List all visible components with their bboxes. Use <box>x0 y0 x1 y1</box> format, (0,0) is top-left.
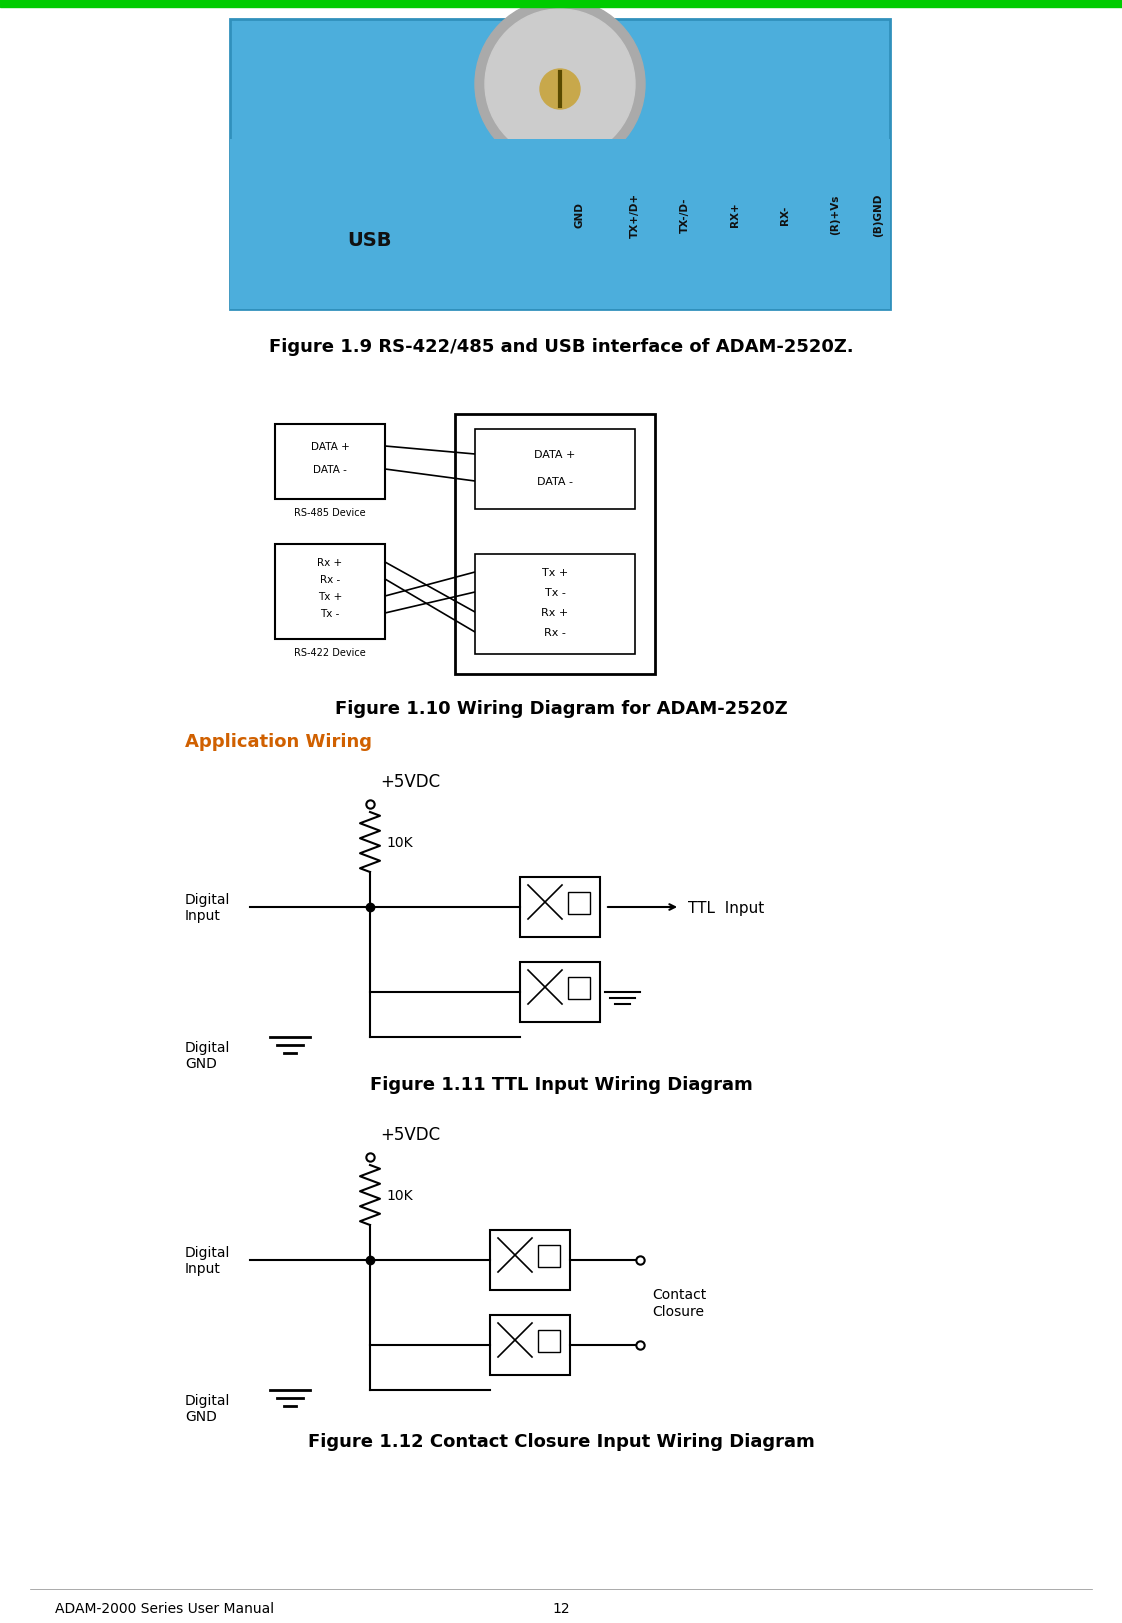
Text: Tx +: Tx + <box>542 568 568 578</box>
Text: DATA +: DATA + <box>311 441 349 451</box>
Bar <box>230 140 890 310</box>
Text: GND: GND <box>574 201 585 227</box>
Text: TX+/D+: TX+/D+ <box>629 192 640 237</box>
Text: Figure 1.11 TTL Input Wiring Diagram: Figure 1.11 TTL Input Wiring Diagram <box>369 1076 753 1094</box>
Bar <box>230 19 890 310</box>
Text: 10K: 10K <box>386 1188 413 1203</box>
Text: Figure 1.9 RS-422/485 and USB interface of ADAM-2520Z.: Figure 1.9 RS-422/485 and USB interface … <box>268 338 854 355</box>
Text: TTL  Input: TTL Input <box>688 899 764 915</box>
Bar <box>475 555 635 654</box>
Text: +5VDC: +5VDC <box>380 1125 440 1143</box>
Bar <box>568 977 590 1000</box>
Text: Contact
Closure: Contact Closure <box>652 1287 706 1318</box>
Text: DATA -: DATA - <box>313 464 347 474</box>
Text: Digital
GND: Digital GND <box>185 1393 230 1423</box>
Circle shape <box>475 0 645 170</box>
Text: Tx +: Tx + <box>318 592 342 602</box>
Text: USB: USB <box>348 230 393 250</box>
Text: Rx -: Rx - <box>320 575 340 584</box>
Text: +5VDC: +5VDC <box>380 773 440 790</box>
Text: ADAM-2000 Series User Manual: ADAM-2000 Series User Manual <box>55 1600 274 1615</box>
Text: (R)+Vs: (R)+Vs <box>830 195 840 235</box>
Text: RS-422 Device: RS-422 Device <box>294 648 366 657</box>
Text: Tx -: Tx - <box>544 588 565 597</box>
Bar <box>539 1331 560 1352</box>
Text: Figure 1.12 Contact Closure Input Wiring Diagram: Figure 1.12 Contact Closure Input Wiring… <box>307 1431 815 1449</box>
Text: RX-: RX- <box>780 204 790 224</box>
Text: Digital
Input: Digital Input <box>185 893 230 922</box>
Bar <box>568 893 590 914</box>
Bar <box>490 1315 570 1375</box>
Text: Rx -: Rx - <box>544 628 565 638</box>
Bar <box>539 1245 560 1268</box>
Bar <box>475 430 635 510</box>
Text: Figure 1.10 Wiring Diagram for ADAM-2520Z: Figure 1.10 Wiring Diagram for ADAM-2520… <box>334 700 788 717</box>
Bar <box>0 0 1122 8</box>
Bar <box>456 415 655 675</box>
Bar <box>275 545 385 639</box>
Bar <box>490 1230 570 1290</box>
Bar <box>275 425 385 500</box>
Text: 10K: 10K <box>386 836 413 849</box>
Text: Application Wiring: Application Wiring <box>185 732 373 750</box>
Circle shape <box>485 10 635 161</box>
Circle shape <box>540 70 580 110</box>
Text: RS-485 Device: RS-485 Device <box>294 508 366 518</box>
Text: (B)GND: (B)GND <box>873 193 883 237</box>
Text: TX-/D-: TX-/D- <box>680 196 690 232</box>
Text: DATA +: DATA + <box>534 450 576 459</box>
Bar <box>519 962 600 1022</box>
Text: DATA -: DATA - <box>537 477 573 487</box>
Text: Digital
GND: Digital GND <box>185 1040 230 1071</box>
Text: Rx +: Rx + <box>542 607 569 618</box>
Text: Digital
Input: Digital Input <box>185 1245 230 1276</box>
Bar <box>519 878 600 938</box>
Text: RX+: RX+ <box>730 203 741 227</box>
Text: Tx -: Tx - <box>320 609 340 618</box>
Text: Rx +: Rx + <box>318 558 342 568</box>
Text: 12: 12 <box>552 1600 570 1615</box>
